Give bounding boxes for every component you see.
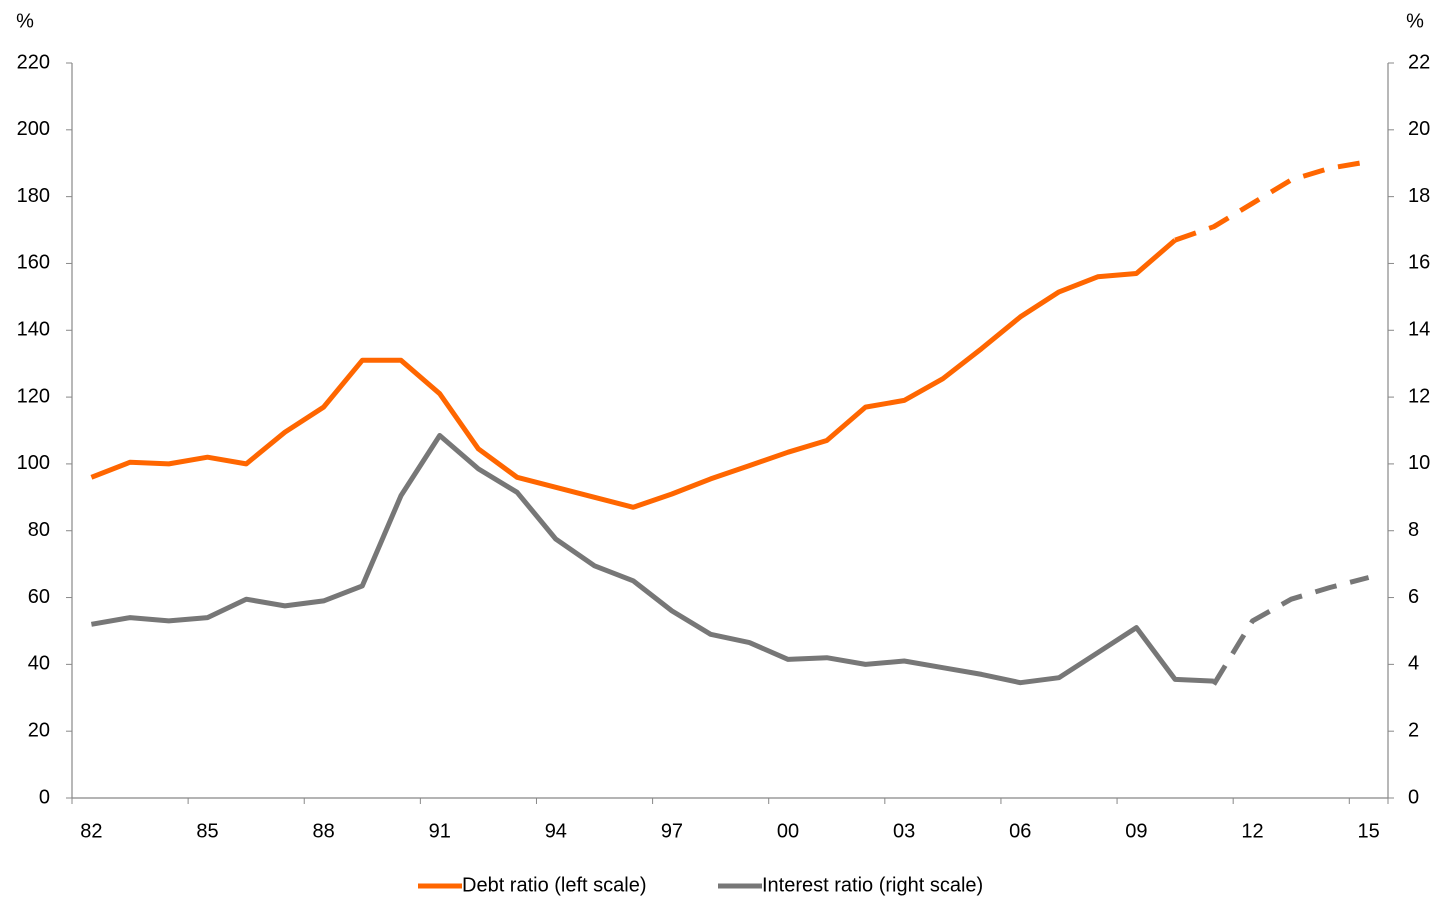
y-axis-label: %: [16, 10, 34, 32]
y-tick-label: 40: [28, 653, 50, 675]
y-tick-label: 60: [28, 586, 50, 608]
y-tick-label: 220: [17, 51, 50, 73]
y-tick-label: 20: [28, 719, 50, 741]
x-tick-label: 85: [196, 820, 218, 842]
legend-label: Interest ratio (right scale): [762, 874, 983, 896]
x-tick-label: 15: [1358, 820, 1380, 842]
x-tick-label: 06: [1009, 820, 1031, 842]
x-tick-label: 82: [80, 820, 102, 842]
y-tick-label: 200: [17, 118, 50, 140]
legend-label: Debt ratio (left scale): [462, 874, 647, 896]
y2-tick-label: 16: [1408, 252, 1430, 274]
y-tick-label: 140: [17, 319, 50, 341]
series-line: [90, 238, 1177, 510]
y-tick-label: 80: [28, 519, 50, 541]
forecast-line: [1174, 159, 1370, 243]
y-tick-label: 0: [39, 786, 50, 808]
x-tick-label: 09: [1125, 820, 1147, 842]
x-tick-label: 00: [777, 820, 799, 842]
y-tick-label: 160: [17, 252, 50, 274]
y-tick-label: 180: [17, 185, 50, 207]
x-tick-label: 12: [1241, 820, 1263, 842]
y2-tick-label: 18: [1408, 185, 1430, 207]
y2-tick-label: 10: [1408, 452, 1430, 474]
y2-tick-label: 0: [1408, 786, 1419, 808]
y2-tick-label: 20: [1408, 118, 1430, 140]
x-tick-label: 91: [429, 820, 451, 842]
series-line: [90, 433, 1214, 686]
y2-tick-label: 14: [1408, 319, 1430, 341]
x-tick-label: 94: [545, 820, 567, 842]
x-tick-label: 03: [893, 820, 915, 842]
y-tick-label: 120: [17, 385, 50, 407]
y2-tick-label: 22: [1408, 51, 1430, 73]
y2-tick-label: 12: [1408, 385, 1430, 407]
forecast-line: [1211, 575, 1370, 686]
y2-axis-label: %: [1406, 10, 1424, 32]
x-tick-label: 97: [661, 820, 683, 842]
y2-tick-label: 6: [1408, 586, 1419, 608]
y-tick-label: 100: [17, 452, 50, 474]
y2-tick-label: 4: [1408, 653, 1419, 675]
y2-tick-label: 8: [1408, 519, 1419, 541]
x-tick-label: 88: [312, 820, 334, 842]
y2-tick-label: 2: [1408, 719, 1419, 741]
